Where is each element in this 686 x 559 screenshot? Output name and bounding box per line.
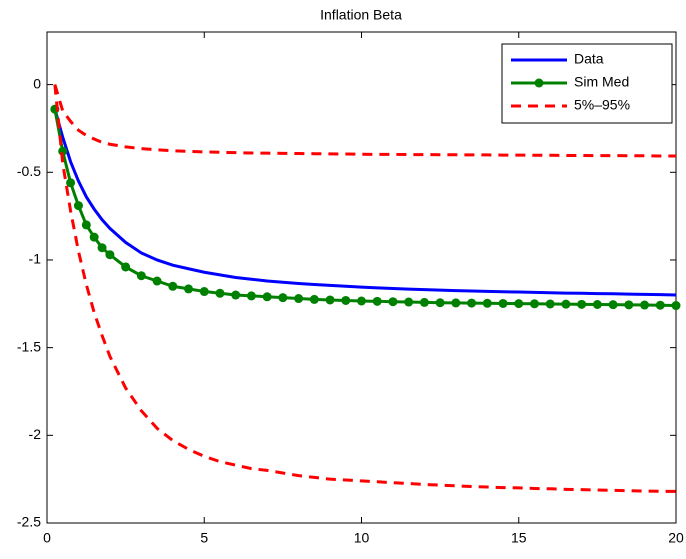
series-marker: [81, 220, 91, 230]
y-tick-label: -0.5: [17, 163, 41, 179]
series-marker: [97, 243, 107, 253]
series-marker: [640, 300, 650, 310]
x-tick-label: 0: [43, 530, 51, 546]
series-marker: [435, 298, 445, 308]
legend-label: Data: [574, 51, 604, 67]
y-tick-label: -2: [29, 426, 42, 442]
series-marker: [152, 276, 162, 286]
x-tick-label: 5: [200, 530, 208, 546]
series-marker: [419, 297, 429, 307]
y-tick-label: -1: [29, 251, 42, 267]
x-tick-label: 10: [354, 530, 370, 546]
series-marker: [608, 300, 618, 310]
x-tick-label: 15: [511, 530, 527, 546]
legend-marker: [534, 78, 544, 88]
series-marker: [529, 299, 539, 309]
series-marker: [467, 298, 477, 308]
series-marker: [624, 300, 634, 310]
series-marker: [278, 293, 288, 303]
series-marker: [577, 299, 587, 309]
y-tick-label: 0: [33, 75, 41, 91]
series-marker: [482, 298, 492, 308]
x-tick-label: 20: [668, 530, 684, 546]
series-line: [53, 108, 677, 297]
series-marker: [199, 287, 209, 297]
chart-title: Inflation Beta: [320, 7, 402, 23]
series-marker: [404, 297, 414, 307]
series-marker: [514, 299, 524, 309]
series-marker: [592, 300, 602, 310]
series-marker: [215, 288, 225, 298]
series-marker: [168, 281, 178, 291]
series-marker: [357, 296, 366, 306]
series-marker: [231, 290, 241, 300]
series-marker: [498, 298, 508, 308]
series-marker: [66, 178, 76, 188]
series-marker: [325, 295, 335, 305]
legend-label: Sim Med: [574, 74, 629, 90]
series-marker: [655, 300, 665, 310]
series-marker: [121, 262, 131, 272]
series-marker: [246, 291, 256, 301]
series-marker: [341, 295, 351, 305]
series-marker: [184, 284, 194, 294]
series-marker: [262, 292, 272, 302]
series-marker: [388, 297, 398, 307]
series-marker: [73, 201, 83, 211]
series-marker: [294, 294, 304, 304]
series-marker: [309, 294, 319, 304]
y-tick-label: -1.5: [17, 338, 41, 354]
series-marker: [105, 250, 115, 260]
y-tick-label: -2.5: [17, 514, 41, 530]
series-marker: [89, 232, 99, 242]
legend-label: 5%–95%: [574, 97, 630, 113]
series-marker: [561, 299, 571, 309]
series-marker: [545, 299, 555, 309]
series-marker: [671, 301, 681, 311]
series-marker: [136, 271, 146, 281]
series-marker: [451, 298, 461, 308]
series-marker: [372, 296, 382, 306]
series-line: [53, 84, 676, 158]
